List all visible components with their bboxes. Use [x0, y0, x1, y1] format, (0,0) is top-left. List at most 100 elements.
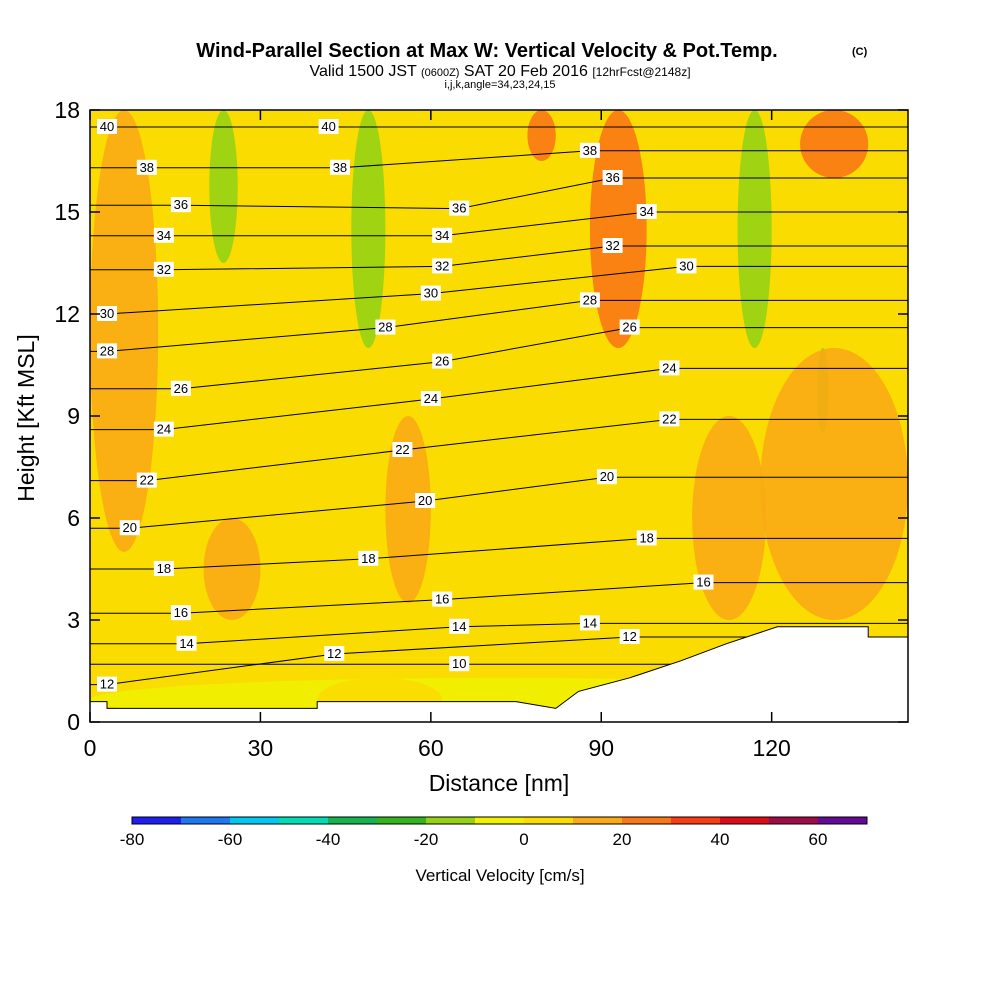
contour-label-box — [676, 258, 697, 274]
contour-label: 36 — [602, 170, 623, 185]
contour-label-text: 30 — [100, 306, 114, 321]
x-tick-label: 60 — [418, 735, 444, 761]
contour-label-text: 34 — [157, 228, 171, 243]
title-mark: (C) — [852, 46, 868, 58]
contour-label: 16 — [432, 591, 453, 607]
colorbar-tick-label: -40 — [316, 830, 341, 849]
contour-label: 16 — [170, 605, 191, 621]
contour-label-box — [153, 561, 174, 576]
contour-label-box — [97, 676, 118, 692]
colorbar-swatch — [671, 817, 720, 824]
contour-label-text: 20 — [418, 493, 432, 508]
colorbar-tick-label: -20 — [414, 830, 439, 849]
contour-label-text: 14 — [452, 619, 466, 634]
contour-label-box — [602, 238, 623, 253]
terrain — [89, 626, 909, 723]
field-cell — [351, 110, 386, 348]
contour-label-box — [170, 380, 191, 396]
contour-label-text: 32 — [435, 258, 449, 273]
contour-label-text: 18 — [157, 561, 171, 576]
contour-label-text: 34 — [639, 204, 653, 219]
contour-label-text: 36 — [452, 201, 466, 216]
contour-label: 20 — [596, 469, 617, 485]
colorbar-swatch — [132, 817, 181, 824]
contour-label: 22 — [659, 411, 680, 427]
colorbar-swatch — [426, 817, 475, 824]
contour-label-text: 38 — [583, 143, 597, 158]
contour-label-box — [324, 646, 345, 661]
contour-label-text: 14 — [583, 615, 597, 630]
chart-title: Wind-Parallel Section at Max W: Vertical… — [196, 40, 777, 62]
contour-label-box — [329, 159, 350, 175]
contour-label-box — [176, 635, 197, 651]
contour-label-text: 12 — [622, 629, 636, 644]
contour-label-box — [170, 605, 191, 621]
colorbar-swatch — [279, 817, 328, 824]
contour-label-box — [119, 520, 140, 536]
contour-label: 14 — [449, 618, 470, 634]
contour-label-box — [358, 550, 379, 566]
colorbar-tick-label: -80 — [120, 830, 145, 849]
y-tick-label: 3 — [67, 607, 80, 633]
contour-label: 40 — [97, 119, 118, 134]
contour-label: 32 — [153, 261, 174, 277]
y-axis-label: Height [Kft MSL] — [13, 334, 39, 501]
contour-label: 26 — [170, 380, 191, 396]
colorbar-swatch — [720, 817, 769, 824]
colorbar-tick-label: 0 — [519, 830, 528, 849]
contour-label: 34 — [636, 204, 657, 219]
contour-label: 30 — [420, 285, 441, 301]
contour-label-box — [636, 530, 657, 546]
field-cell — [589, 110, 647, 348]
contour-label-box — [420, 391, 441, 406]
contour-label: 10 — [449, 656, 470, 672]
contour-label-text: 28 — [583, 292, 597, 307]
contour-label-box — [318, 119, 339, 134]
colorbar-swatch — [328, 817, 377, 824]
contour-label: 12 — [619, 629, 640, 644]
contour-label: 18 — [358, 550, 379, 566]
contour-label-box — [449, 200, 470, 216]
contour-label-text: 26 — [435, 354, 449, 369]
contour-label-text: 38 — [140, 160, 154, 175]
x-tick-label: 30 — [248, 735, 274, 761]
contour-label-text: 16 — [696, 575, 710, 590]
contour-label: 36 — [170, 197, 191, 213]
contour-label-text: 14 — [179, 636, 193, 651]
contour-label-box — [579, 292, 600, 308]
field-cell — [527, 110, 556, 161]
colorbar-swatch — [377, 817, 426, 824]
contour-label-box — [136, 159, 157, 175]
contour-label: 14 — [579, 615, 600, 631]
contour-label-box — [579, 142, 600, 158]
contour-label-box — [170, 197, 191, 213]
contour-label-text: 32 — [157, 262, 171, 277]
terrain-mask — [89, 626, 909, 723]
contour-label: 30 — [97, 306, 118, 321]
contour-label-text: 24 — [662, 360, 676, 375]
contour-label: 38 — [329, 159, 350, 175]
contour-label-box — [153, 227, 174, 243]
contour-label: 40 — [318, 119, 339, 134]
subtitle-utc: (0600Z) — [421, 67, 460, 79]
colorbar-swatch — [230, 817, 279, 824]
y-tick-label: 18 — [54, 97, 80, 123]
field-cell — [737, 110, 772, 348]
contour-label: 24 — [153, 421, 174, 437]
colorbar-swatch — [524, 817, 573, 824]
contour-label: 34 — [432, 227, 453, 243]
colorbar-swatch — [573, 817, 622, 824]
contour-label-text: 10 — [452, 656, 466, 671]
contour-label-text: 22 — [662, 411, 676, 426]
contour-label: 38 — [136, 159, 157, 175]
contour-label: 26 — [432, 353, 453, 369]
contour-label: 34 — [153, 227, 174, 243]
contour-label-text: 12 — [327, 646, 341, 661]
contour-label-box — [153, 421, 174, 437]
contour-label-box — [432, 353, 453, 369]
contour-label: 20 — [415, 493, 436, 508]
colorbar-tick-label: 40 — [711, 830, 730, 849]
contour-label-text: 26 — [174, 381, 188, 396]
contour-label-text: 32 — [605, 238, 619, 253]
contour-label-box — [136, 472, 157, 488]
